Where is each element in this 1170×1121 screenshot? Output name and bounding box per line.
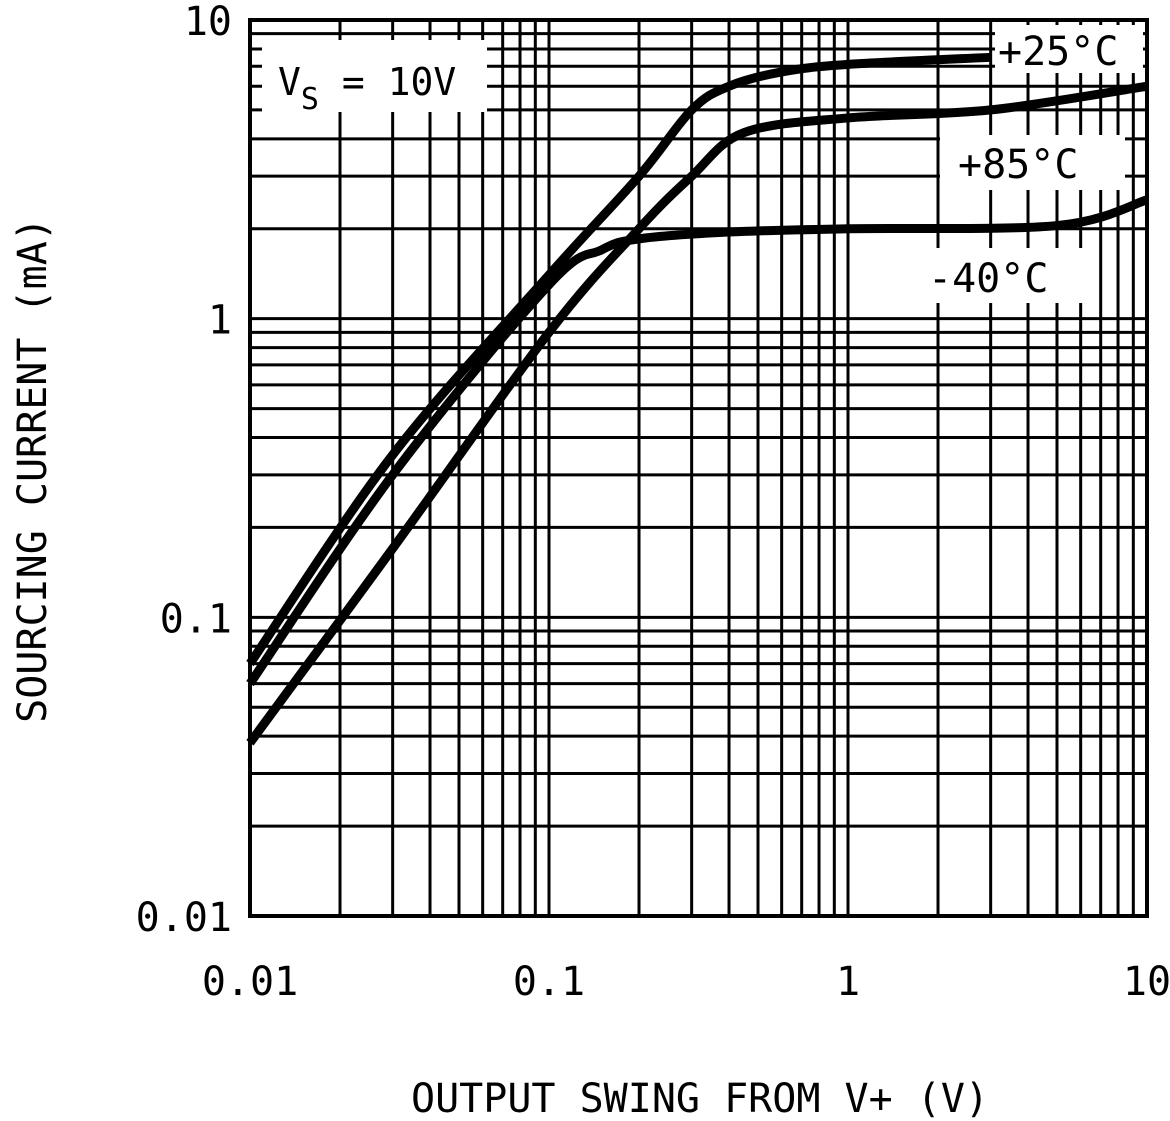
annotation-sub: S <box>301 82 319 117</box>
y-tick-label: 0.1 <box>160 596 232 642</box>
curves <box>246 52 1149 746</box>
annotation-main: V <box>278 60 301 104</box>
y-tick-label: 10 <box>184 0 232 45</box>
curve-plus25c <box>246 52 991 667</box>
annotation-box: VS = 10V <box>262 40 487 117</box>
y-tick-labels: 0.01 0.1 1 10 <box>136 0 232 941</box>
series-label-m40: -40°C <box>928 256 1048 302</box>
legend-label-85: +85°C <box>940 135 1125 190</box>
x-tick-labels: 0.01 0.1 1 10 <box>202 959 1170 1005</box>
annotation-rest: = 10V <box>319 60 456 104</box>
x-tick-label: 10 <box>1123 959 1170 1005</box>
curve-plus85c <box>246 81 1148 746</box>
curve-minus40c <box>246 195 1149 687</box>
y-axis-label: SOURCING CURRENT (mA) <box>10 217 56 723</box>
legend-label-m40: -40°C <box>912 248 1097 303</box>
x-tick-label: 0.1 <box>513 959 585 1005</box>
series-label-85: +85°C <box>958 142 1078 188</box>
y-tick-label: 1 <box>208 298 232 344</box>
x-tick-label: 0.01 <box>202 959 298 1005</box>
y-tick-label: 0.01 <box>136 895 232 941</box>
x-tick-label: 1 <box>836 959 860 1005</box>
legend-label-25: +25°C <box>995 25 1143 75</box>
series-label-25: +25°C <box>998 29 1118 75</box>
x-axis-label: OUTPUT SWING FROM V+ (V) <box>411 1076 989 1121</box>
svg-text:VS = 10V: VS = 10V <box>278 60 456 117</box>
plot-frame <box>248 18 1149 918</box>
